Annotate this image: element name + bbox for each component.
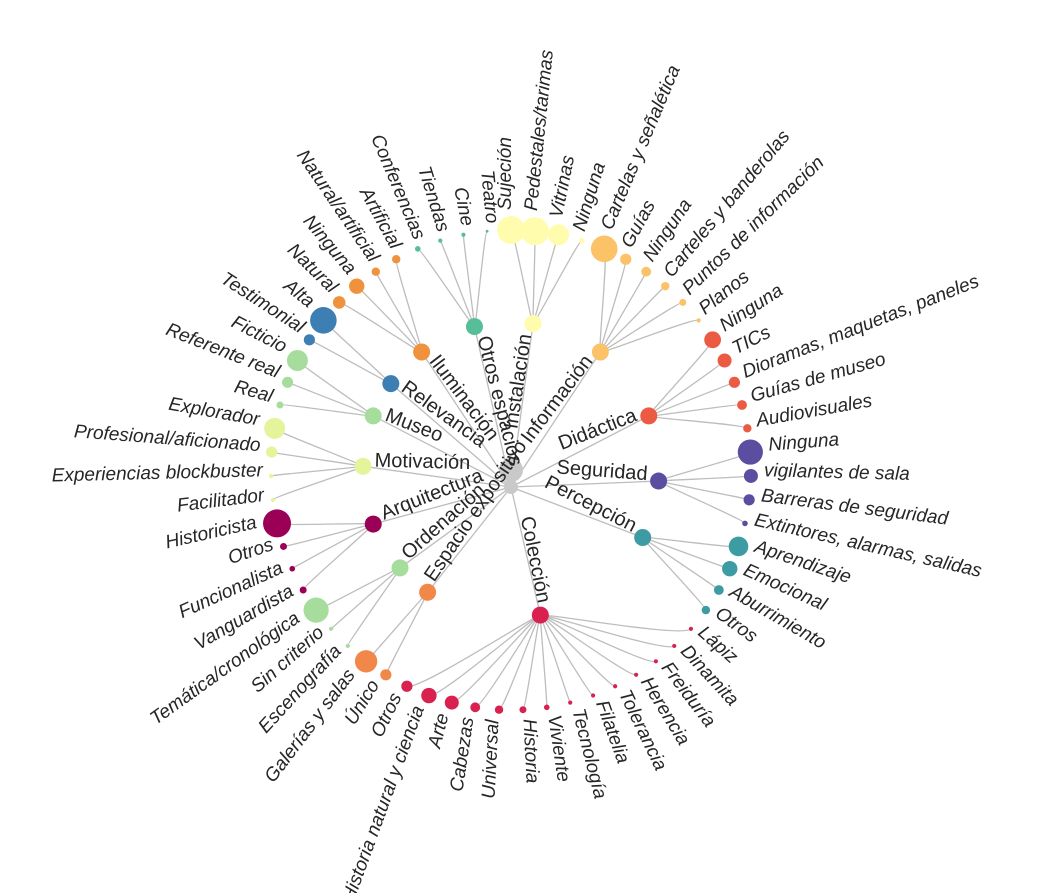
svg-text:Universal: Universal xyxy=(479,718,504,799)
svg-text:Historia: Historia xyxy=(518,718,542,783)
svg-text:vigilantes de sala: vigilantes de sala xyxy=(764,460,910,485)
svg-text:Motivación: Motivación xyxy=(374,450,470,474)
